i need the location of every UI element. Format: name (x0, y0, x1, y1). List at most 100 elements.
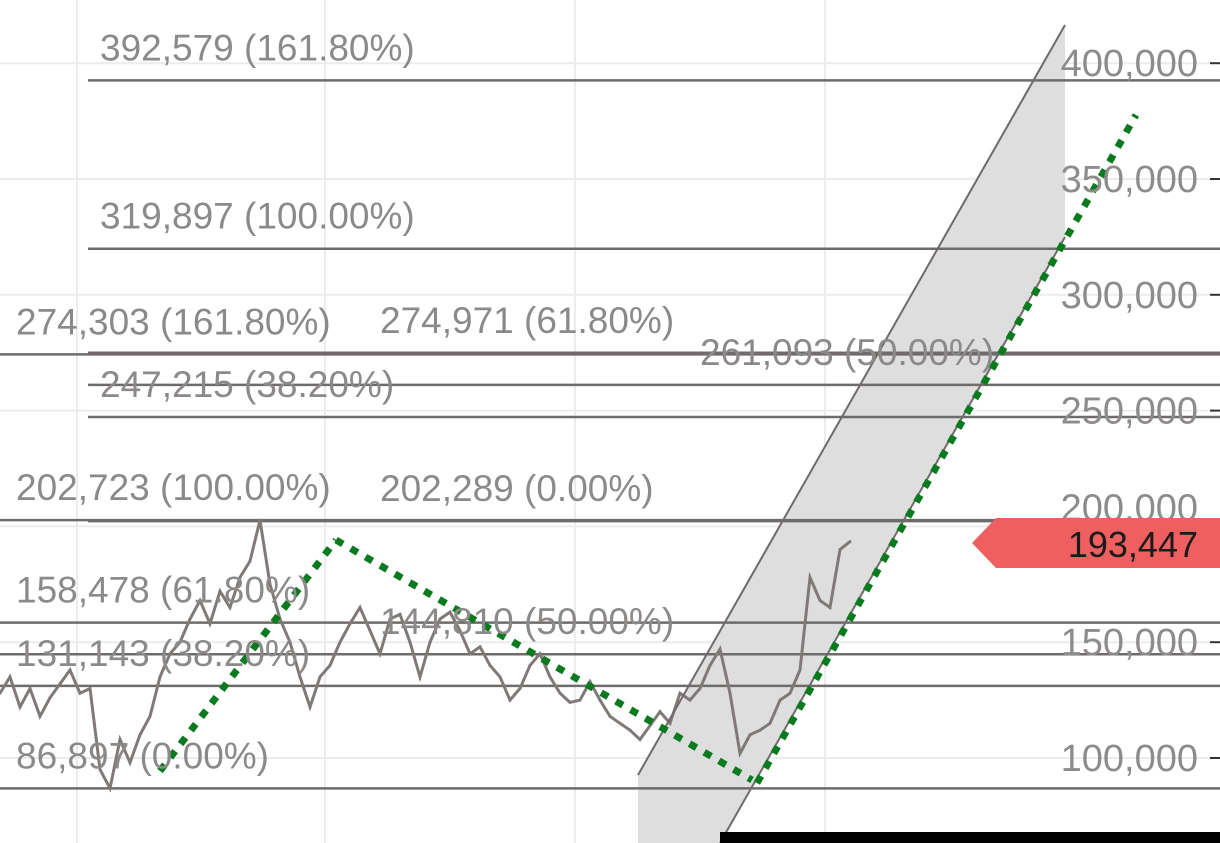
price-point (508, 698, 512, 702)
fib-level-label: 158,478 (61.80%) (16, 570, 310, 611)
price-point (118, 737, 122, 741)
price-point (38, 714, 42, 718)
price-point (838, 548, 842, 552)
price-point (58, 682, 62, 686)
price-point (208, 622, 212, 626)
price-point (348, 622, 352, 626)
price-point (398, 612, 402, 616)
price-point (0, 691, 2, 695)
price-point (728, 691, 732, 695)
price-point (698, 687, 702, 691)
parallel-channel-fill[interactable] (638, 25, 1065, 843)
fib-level-label: 319,897 (100.00%) (100, 196, 415, 237)
price-point (68, 668, 72, 672)
price-point (538, 652, 542, 656)
price-point (688, 698, 692, 702)
price-point (628, 728, 632, 732)
fib-level-label: 247,215 (38.20%) (100, 364, 394, 405)
price-point (848, 540, 852, 544)
price-point (388, 617, 392, 621)
price-point (28, 687, 32, 691)
price-point (808, 575, 812, 579)
price-point (18, 705, 22, 709)
price-point (288, 640, 292, 644)
price-point (818, 599, 822, 603)
price-point (138, 733, 142, 737)
price-point (248, 559, 252, 563)
fib-level-label: 86,897 (0.00%) (16, 735, 269, 776)
price-point (258, 518, 262, 522)
price-point (608, 714, 612, 718)
price-series-line (0, 519, 851, 793)
y-tick-label: 100,000 (1061, 738, 1198, 780)
price-point (548, 675, 552, 679)
y-tick-label: 400,000 (1061, 43, 1198, 85)
y-axis[interactable]: 100,000150,000200,000250,000300,000350,0… (1061, 43, 1220, 780)
price-point (758, 728, 762, 732)
price-point (358, 605, 362, 609)
price-point (738, 751, 742, 755)
price-point (328, 663, 332, 667)
price-point (318, 675, 322, 679)
price-point (338, 640, 342, 644)
price-point (768, 721, 772, 725)
fib-level-label: 144,810 (50.00%) (380, 601, 674, 642)
price-point (438, 617, 442, 621)
y-tick-label: 250,000 (1061, 391, 1198, 433)
fib-level-label: 202,289 (0.00%) (380, 468, 654, 509)
last-price-badge-shape (972, 518, 1220, 568)
price-point (108, 786, 112, 790)
last-price-label: 193,447 (1068, 524, 1198, 565)
price-point (78, 691, 82, 695)
price-point (368, 629, 372, 633)
bottom-bar (720, 832, 1220, 843)
price-point (218, 589, 222, 593)
price-point (468, 652, 472, 656)
price-point (228, 605, 232, 609)
price-point (158, 675, 162, 679)
price-point (48, 696, 52, 700)
fibonacci-lines[interactable] (0, 79, 1220, 790)
price-point (408, 640, 412, 644)
price-point (668, 721, 672, 725)
price-point (748, 733, 752, 737)
price-point (168, 652, 172, 656)
price-point (148, 714, 152, 718)
fib-level-label: 274,303 (161.80%) (16, 301, 331, 342)
price-point (378, 652, 382, 656)
price-point (428, 640, 432, 644)
trendline-up-left[interactable] (157, 537, 339, 774)
price-point (88, 687, 92, 691)
price-points (0, 518, 852, 790)
channel-upper-line[interactable] (637, 24, 1066, 776)
last-price-badge: 193,447 (972, 518, 1220, 568)
y-tick-label: 300,000 (1061, 275, 1198, 317)
price-point (618, 721, 622, 725)
price-point (498, 675, 502, 679)
fib-level-label: 392,579 (161.80%) (100, 27, 415, 68)
fib-level-label: 274,971 (61.80%) (380, 300, 674, 341)
price-point (198, 599, 202, 603)
price-point (268, 582, 272, 586)
price-point (828, 605, 832, 609)
trendline-up-right[interactable] (753, 113, 1140, 785)
price-point (558, 691, 562, 695)
price-point (298, 675, 302, 679)
price-point (238, 575, 242, 579)
trendline-down[interactable] (334, 536, 754, 784)
price-point (528, 663, 532, 667)
price-point (798, 668, 802, 672)
price-point (568, 700, 572, 704)
price-point (128, 761, 132, 765)
price-point (188, 617, 192, 621)
fib-level-label: 131,143 (38.20%) (16, 633, 310, 674)
price-point (598, 698, 602, 702)
price-point (638, 737, 642, 741)
y-tick-label: 150,000 (1061, 622, 1198, 664)
price-point (708, 663, 712, 667)
fib-level-label: 202,723 (100.00%) (16, 467, 331, 508)
price-point (308, 705, 312, 709)
price-point (448, 610, 452, 614)
price-point (418, 675, 422, 679)
